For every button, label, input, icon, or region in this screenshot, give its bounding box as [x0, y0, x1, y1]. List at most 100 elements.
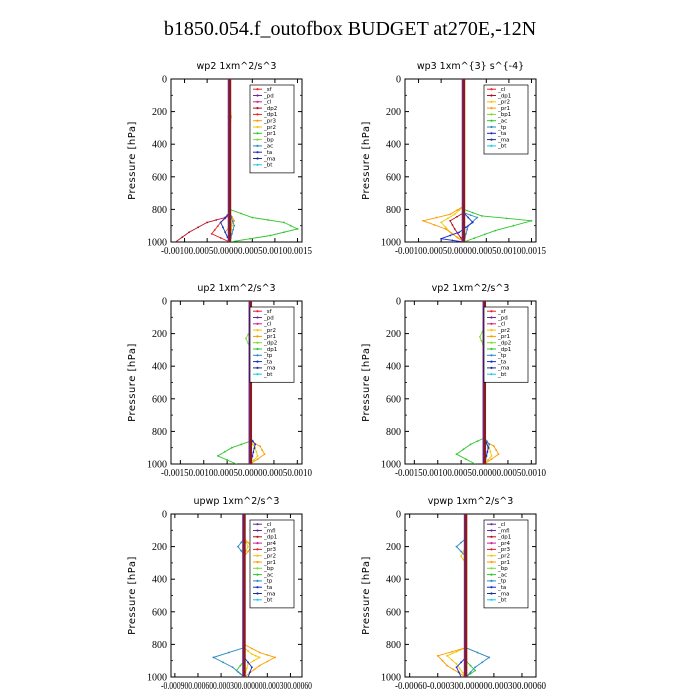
series-marker [466, 228, 469, 231]
y-axis-label: Pressure [hPa] [361, 343, 372, 422]
series-line-dp1 [210, 79, 231, 242]
series-marker [480, 339, 483, 342]
series-marker [490, 458, 493, 461]
legend-label: _pr3 [263, 547, 277, 553]
legend-label: _dp2 [497, 341, 511, 347]
legend-label: _pr2 [263, 554, 276, 560]
legend-label: _pr1 [263, 334, 276, 340]
series-marker [455, 545, 458, 548]
legend-marker [490, 360, 493, 363]
series-marker [245, 667, 248, 670]
y-tick-label: 0 [162, 75, 167, 86]
series-marker [464, 458, 467, 461]
legend-marker [256, 329, 259, 332]
legend-label: _sf [263, 309, 273, 315]
legend-label: _bp [497, 566, 508, 572]
legend: _cl_mfl_dp1_pr4_pr3_pr2_pr1_bp_ac_tp_ta_… [483, 519, 529, 609]
series-marker [216, 225, 219, 228]
legend-label: _ma [497, 137, 509, 143]
legend-label: _bt [263, 372, 273, 378]
panel-title: upwp 1xm^2/s^3 [194, 496, 280, 507]
legend-marker [490, 316, 493, 319]
legend-label: _pd [263, 315, 274, 321]
legend-marker [490, 322, 493, 325]
series-marker [460, 550, 463, 553]
series-marker [462, 448, 465, 451]
series-marker [453, 213, 456, 216]
chart-panel-2: wp3 1xm^{3} s^{-4} Pressure [hPa] 0 200 400 6… [361, 61, 546, 257]
series-marker [481, 661, 484, 664]
series-marker [249, 237, 251, 240]
series-marker [455, 453, 458, 456]
legend-marker [256, 523, 259, 526]
series-marker [449, 219, 452, 222]
legend-marker [490, 138, 493, 141]
legend-marker [256, 335, 259, 338]
legend: _cl_mfl_dp1_pr4_pr3_pr2_pr1_bp_ac_tp_ta_… [249, 519, 295, 609]
legend-marker [490, 113, 493, 116]
series-marker [460, 541, 463, 544]
series-marker [455, 663, 458, 665]
series-marker [251, 653, 253, 656]
legend-label: _bt [497, 598, 507, 604]
series-marker [487, 446, 490, 449]
series-line-dp2 [175, 79, 231, 242]
series-marker [254, 443, 257, 446]
series-marker [476, 216, 479, 219]
legend-box [249, 306, 295, 383]
series-marker [492, 445, 495, 447]
legend-marker [490, 366, 493, 369]
legend-marker [256, 592, 259, 595]
series-marker [274, 656, 276, 659]
legend-label: _ta [497, 359, 506, 365]
y-tick-label: 400 [152, 140, 167, 151]
legend-marker [490, 341, 493, 344]
y-tick-label: 0 [396, 297, 401, 308]
x-tick-labels: -0.00100.00050.00000.00050.00100.0015 [395, 246, 546, 257]
series-marker [495, 449, 498, 452]
series-marker [251, 440, 254, 443]
series-marker [441, 659, 444, 662]
series-marker [222, 226, 224, 229]
legend-marker [490, 94, 493, 97]
legend-marker [256, 567, 259, 570]
y-tick-label: 800 [386, 427, 401, 438]
series-marker [258, 651, 261, 654]
series-marker [226, 459, 229, 461]
legend-marker [490, 88, 493, 91]
series-marker [223, 450, 226, 453]
y-axis-label: Pressure [hPa] [127, 343, 138, 422]
legend-label: _pr2 [263, 328, 276, 334]
y-tick-label: 200 [152, 107, 167, 118]
legend-label: _pd [497, 315, 508, 321]
series-marker [467, 216, 470, 219]
series-marker [251, 216, 254, 219]
legend-marker [256, 586, 259, 589]
series-marker [206, 221, 209, 224]
series-group [212, 514, 277, 677]
legend-label: _dp1 [497, 535, 511, 541]
series-marker [459, 236, 462, 239]
legend-marker [256, 100, 259, 103]
y-tick-label: 400 [386, 575, 401, 586]
legend-label: _pr1 [263, 131, 276, 137]
y-axis-label: Pressure [hPa] [361, 121, 372, 200]
series-marker [469, 214, 472, 217]
chart-panel-5: upwp 1xm^2/s^3 Pressure [hPa] 0 200 400 600 80… [127, 496, 312, 692]
legend-marker [490, 347, 493, 351]
series-marker [530, 219, 533, 222]
series-marker [483, 233, 486, 236]
y-tick-label: 1000 [381, 460, 401, 471]
series-marker [222, 661, 224, 664]
legend-marker [256, 529, 259, 532]
legend-box [483, 306, 529, 383]
series-line-dp1 [216, 301, 251, 464]
y-tick-label: 200 [152, 542, 167, 553]
series-line-dp1 [455, 301, 485, 464]
series-marker [255, 450, 258, 453]
legend-marker [256, 310, 259, 313]
legend-label: _pr4 [263, 541, 277, 547]
series-marker [488, 443, 491, 446]
series-marker [289, 224, 292, 227]
